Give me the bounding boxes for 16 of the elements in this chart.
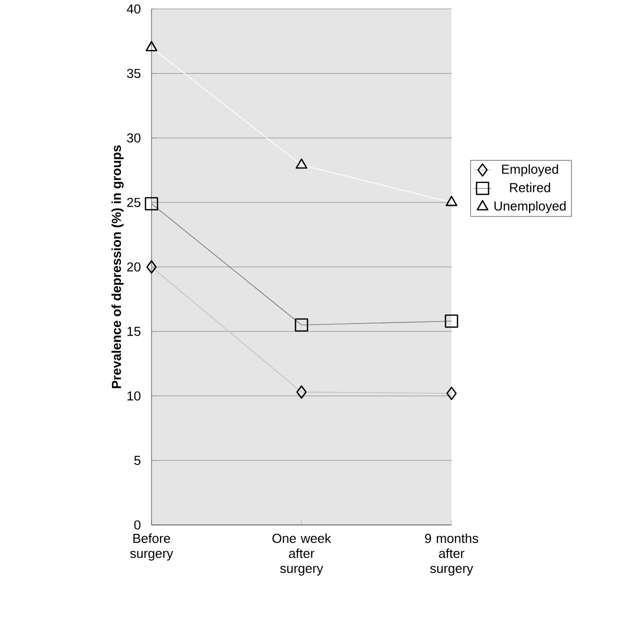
legend-label: Employed [502,164,558,177]
y-tick-label: 35 [127,69,140,78]
y-tick-label: 10 [128,392,140,401]
y-tick-label: 15 [128,327,140,336]
y-axis-title: Prevalence of depression (%) in groups [111,146,124,388]
x-tick-label: Before surgery [130,534,174,561]
y-tick-label: 30 [127,134,140,143]
x-tick-label: One week after surgery [272,534,332,576]
x-tick-label: 9 months after surgery [425,534,478,576]
y-tick-label: 25 [127,198,140,208]
y-tick-label: 0 [134,520,140,530]
legend-label: Unemployed [494,201,566,214]
y-tick-label: 5 [134,456,140,466]
legend-label: Retired [510,182,550,192]
y-tick-label: 20 [127,262,140,272]
y-tick-label: 40 [126,4,140,14]
